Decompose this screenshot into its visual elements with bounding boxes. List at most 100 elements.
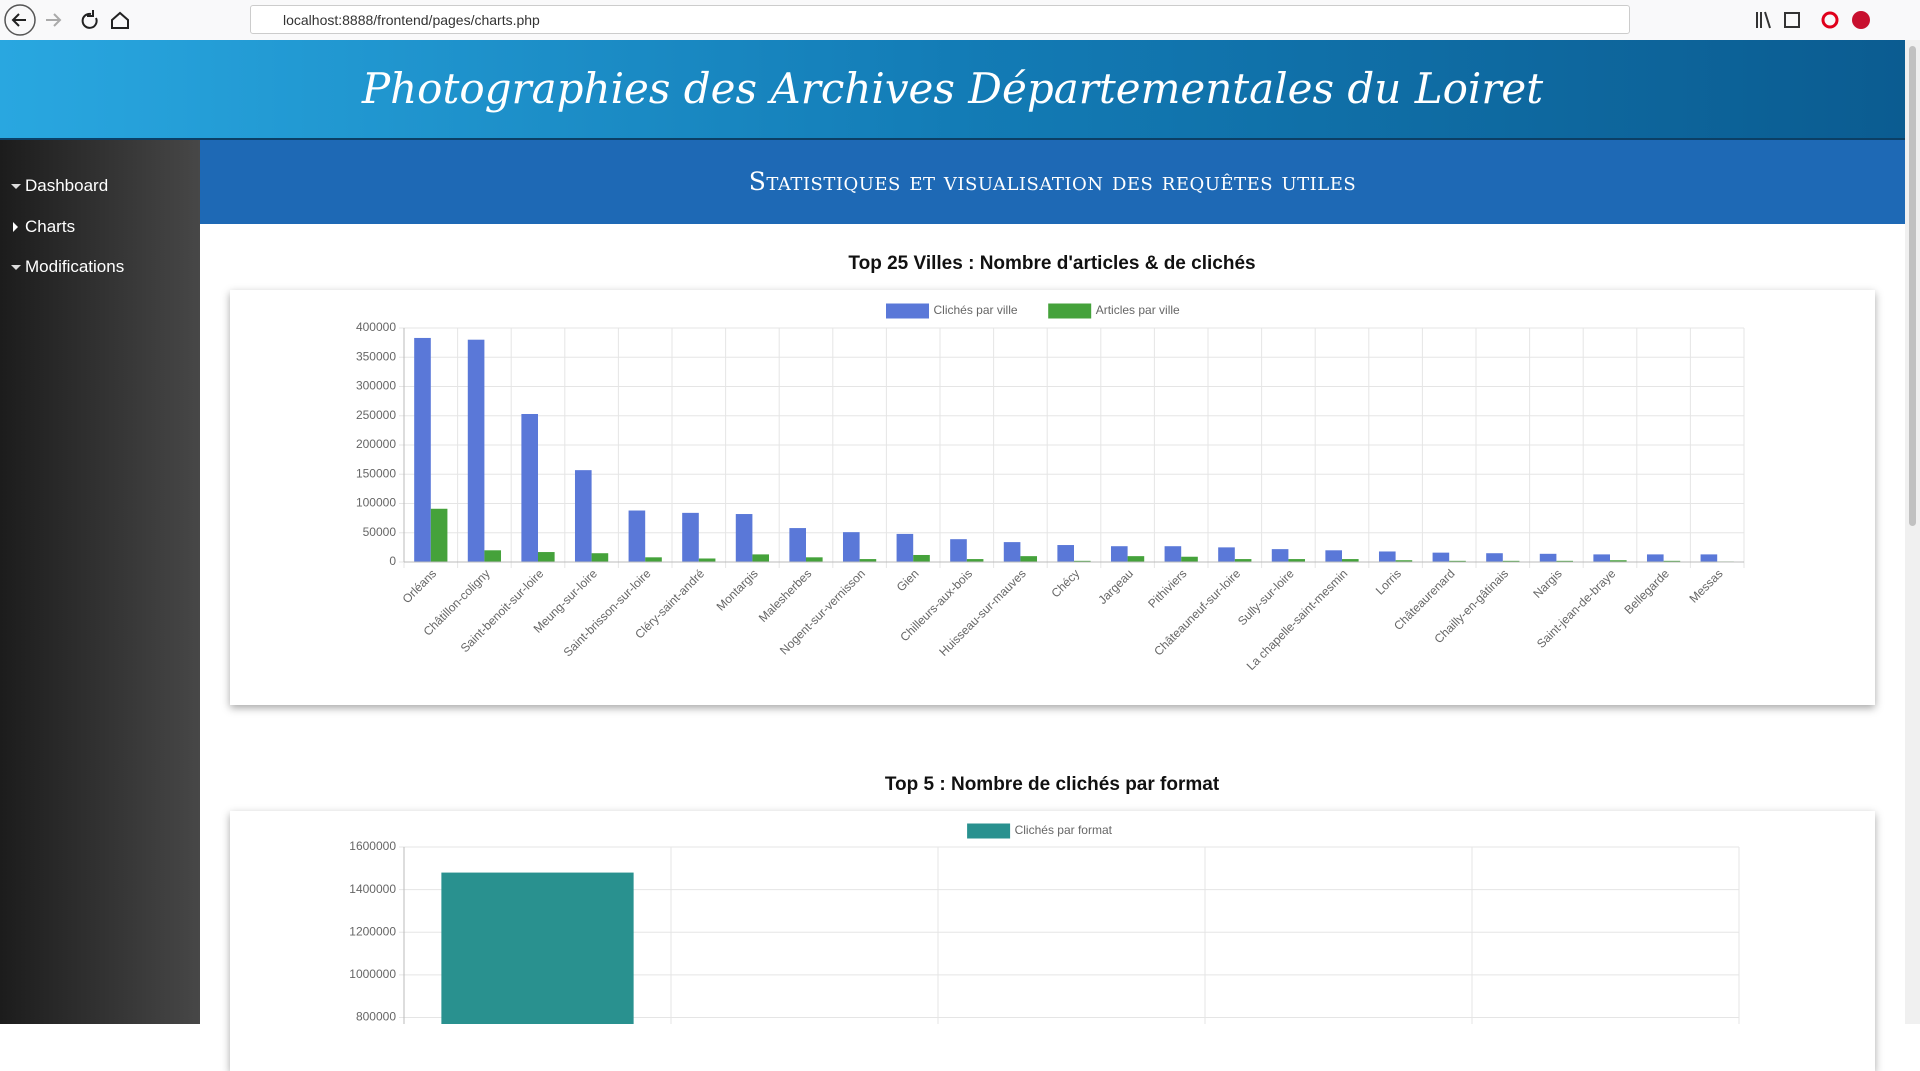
bar	[628, 510, 646, 562]
y-tick-label: 1600000	[349, 839, 396, 853]
y-tick-label: 1200000	[349, 924, 396, 938]
chart-title: Top 5 : Nombre de clichés par format	[885, 774, 1220, 795]
bar	[1342, 559, 1359, 562]
bar	[414, 337, 431, 562]
bar	[1502, 560, 1520, 562]
legend-swatch	[886, 303, 929, 319]
nav-dashboard[interactable]: Dashboard	[25, 176, 109, 195]
bar	[1646, 554, 1664, 562]
bar	[1663, 560, 1681, 562]
legend-swatch	[1048, 303, 1092, 319]
toolbar-icons[interactable]	[1740, 0, 1900, 40]
x-tick-label: Saint-brisson-sur-loire	[561, 566, 654, 659]
nav-charts[interactable]: Charts	[25, 217, 76, 236]
bar	[1486, 553, 1503, 562]
bar	[591, 553, 609, 562]
x-tick-label: Pithiviers	[1145, 566, 1189, 610]
chart-title: Top 25 Villes : Nombre d'articles & de c…	[848, 253, 1255, 274]
bar	[1020, 556, 1038, 562]
y-tick-label: 100000	[356, 496, 396, 510]
bar	[1164, 546, 1182, 562]
bar	[538, 552, 555, 562]
url-text: localhost:8888/frontend/pages/charts.php	[283, 12, 540, 28]
bar	[1110, 546, 1128, 562]
bar	[896, 533, 914, 562]
page: localhost:8888/frontend/pages/charts.php…	[0, 0, 1920, 1024]
bar	[950, 539, 967, 562]
bar	[645, 557, 662, 562]
y-tick-label: 800000	[356, 1010, 396, 1024]
y-tick-label: 0	[389, 554, 396, 568]
bar	[682, 512, 699, 562]
bar	[1700, 554, 1718, 562]
y-tick-label: 300000	[356, 379, 396, 393]
bar	[467, 339, 485, 562]
bar	[1271, 549, 1289, 562]
bar	[1556, 560, 1574, 562]
bar	[752, 554, 770, 562]
caret-down	[11, 184, 21, 189]
x-tick-label: Malesherbes	[756, 566, 814, 624]
bar	[1610, 560, 1627, 562]
bar	[1539, 553, 1557, 562]
legend-label: Clichés par ville	[934, 303, 1018, 317]
bar	[859, 559, 877, 562]
charts: Top 25 Villes : Nombre d'articles & de c…	[349, 253, 1745, 1024]
legend-swatch	[967, 823, 1011, 839]
x-tick-label: Nargis	[1530, 566, 1564, 600]
browser-toolbar: localhost:8888/frontend/pages/charts.php	[0, 0, 1920, 41]
y-tick-label: 1000000	[349, 967, 396, 981]
x-tick-label: Bellegarde	[1621, 566, 1672, 617]
bar	[1288, 559, 1306, 562]
bar	[441, 872, 634, 1024]
bar	[789, 528, 806, 562]
bar	[1432, 552, 1450, 562]
y-tick-label: 350000	[356, 349, 396, 363]
caret-right	[13, 222, 18, 232]
x-tick-label: Montargis	[714, 566, 761, 613]
bar	[574, 470, 592, 562]
nav-modifications[interactable]: Modifications	[25, 257, 125, 276]
y-tick-label: 200000	[356, 437, 396, 451]
site-title: Photographies des Archives Départemental…	[361, 64, 1544, 113]
bar	[698, 558, 716, 562]
sidebar: Dashboard Charts Modifications	[0, 140, 200, 1024]
y-tick-label: 250000	[356, 408, 396, 422]
bar	[521, 413, 538, 562]
x-tick-label: La chapelle-saint-mesmin	[1244, 566, 1351, 673]
site-header: Photographies des Archives Départemental…	[0, 40, 1905, 140]
y-tick-label: 50000	[363, 525, 397, 539]
bar	[1074, 560, 1091, 562]
bar	[1127, 556, 1145, 562]
url-bar[interactable]: localhost:8888/frontend/pages/charts.php	[250, 5, 1630, 34]
bar	[1378, 551, 1396, 562]
bar	[966, 559, 984, 562]
section-title: Statistiques et visualisation des requêt…	[200, 140, 1905, 224]
bar	[1057, 545, 1074, 562]
legend-label: Articles par ville	[1096, 303, 1180, 317]
bar	[1181, 556, 1198, 562]
bar	[1449, 560, 1466, 562]
bar	[806, 557, 823, 562]
bar	[1218, 547, 1235, 562]
caret-down	[11, 265, 21, 270]
bar	[1003, 542, 1021, 562]
x-tick-label: Orléans	[400, 566, 440, 606]
bar	[842, 532, 860, 562]
x-tick-label: Lorris	[1373, 566, 1404, 597]
scroll-thumb[interactable]	[1909, 46, 1916, 526]
bar	[735, 514, 753, 562]
y-tick-label: 1400000	[349, 882, 396, 896]
legend-label: Clichés par format	[1015, 823, 1113, 837]
bar	[484, 550, 502, 562]
chart-card	[230, 290, 1875, 705]
bar	[1593, 554, 1610, 562]
nav-buttons[interactable]	[0, 0, 140, 40]
bar	[913, 554, 930, 562]
bar	[1325, 550, 1342, 562]
scrollbar[interactable]	[1905, 40, 1920, 1024]
bar	[1234, 559, 1252, 562]
x-tick-label: Gien	[894, 566, 922, 594]
bar	[430, 508, 448, 562]
x-tick-label: Jargeau	[1095, 566, 1136, 607]
